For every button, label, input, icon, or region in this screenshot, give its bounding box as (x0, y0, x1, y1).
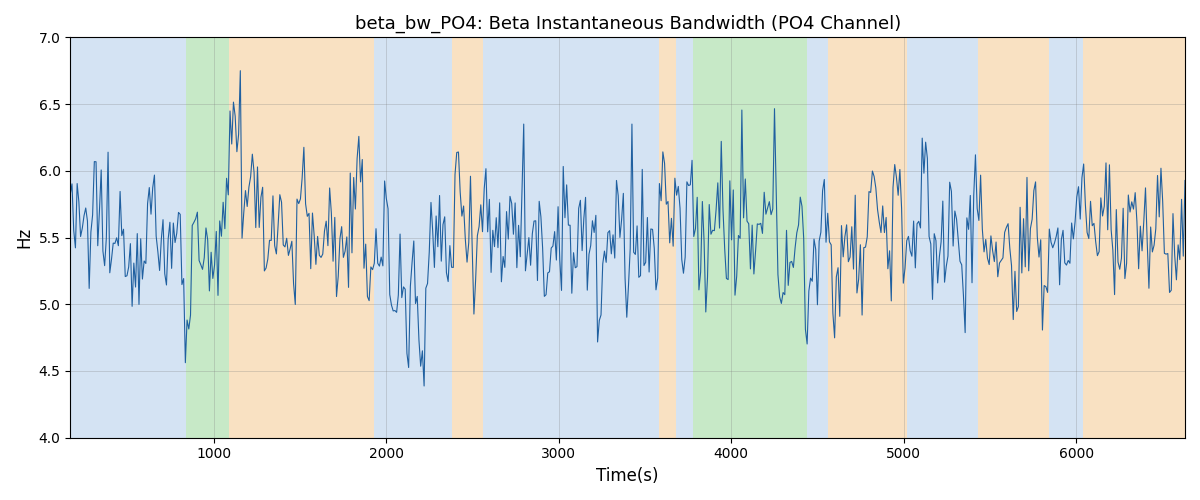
Bar (374, 38, 451, 438)
Bar (71, 38, 186, 438)
Title: beta_bw_PO4: Beta Instantaneous Bandwidth (PO4 Channel): beta_bw_PO4: Beta Instantaneous Bandwidt… (354, 15, 901, 34)
Bar (1084, 38, 1186, 438)
X-axis label: Time(s): Time(s) (596, 467, 659, 485)
Bar (229, 38, 374, 438)
Bar (186, 38, 229, 438)
Bar (482, 38, 659, 438)
Bar (1049, 38, 1084, 438)
Bar (828, 38, 907, 438)
Y-axis label: Hz: Hz (16, 227, 34, 248)
Bar (978, 38, 1049, 438)
Bar (659, 38, 676, 438)
Bar (676, 38, 694, 438)
Bar (808, 38, 828, 438)
Bar (694, 38, 808, 438)
Bar (907, 38, 978, 438)
Bar (451, 38, 482, 438)
